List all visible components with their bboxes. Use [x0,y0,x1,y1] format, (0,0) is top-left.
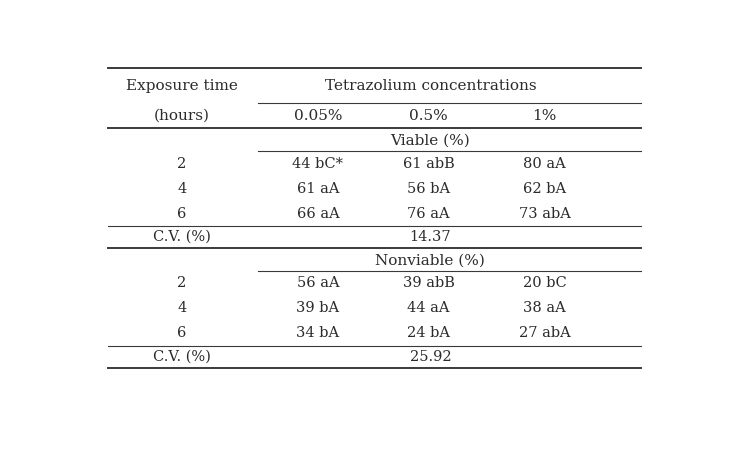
Text: Viable (%): Viable (%) [390,134,470,148]
Text: 27 abA: 27 abA [519,327,570,340]
Text: 44 bC*: 44 bC* [292,157,344,170]
Text: 56 aA: 56 aA [297,276,339,290]
Text: 0.05%: 0.05% [294,109,342,123]
Text: 2: 2 [178,157,186,170]
Text: Nonviable (%): Nonviable (%) [376,253,485,267]
Text: 25.92: 25.92 [409,350,451,364]
Text: 24 bA: 24 bA [407,327,450,340]
Text: (hours): (hours) [154,109,210,123]
Text: 66 aA: 66 aA [297,207,339,221]
Text: 38 aA: 38 aA [523,301,566,315]
Text: C.V. (%): C.V. (%) [153,350,211,364]
Text: 14.37: 14.37 [409,230,451,244]
Text: 2: 2 [178,276,186,290]
Text: 4: 4 [178,182,186,196]
Text: 6: 6 [178,327,186,340]
Text: C.V. (%): C.V. (%) [153,230,211,244]
Text: 6: 6 [178,207,186,221]
Text: 1%: 1% [532,109,557,123]
Text: 20 bC: 20 bC [523,276,567,290]
Text: 61 aA: 61 aA [297,182,339,196]
Text: 39 abB: 39 abB [403,276,455,290]
Text: 34 bA: 34 bA [297,327,339,340]
Text: 76 aA: 76 aA [407,207,450,221]
Text: 61 abB: 61 abB [403,157,455,170]
Text: 39 bA: 39 bA [297,301,339,315]
Text: Tetrazolium concentrations: Tetrazolium concentrations [325,79,536,93]
Text: 80 aA: 80 aA [523,157,566,170]
Text: 4: 4 [178,301,186,315]
Text: 62 bA: 62 bA [523,182,566,196]
Text: Exposure time: Exposure time [126,79,238,93]
Text: 44 aA: 44 aA [407,301,450,315]
Text: 73 abA: 73 abA [519,207,570,221]
Text: 56 bA: 56 bA [407,182,450,196]
Text: 0.5%: 0.5% [409,109,448,123]
